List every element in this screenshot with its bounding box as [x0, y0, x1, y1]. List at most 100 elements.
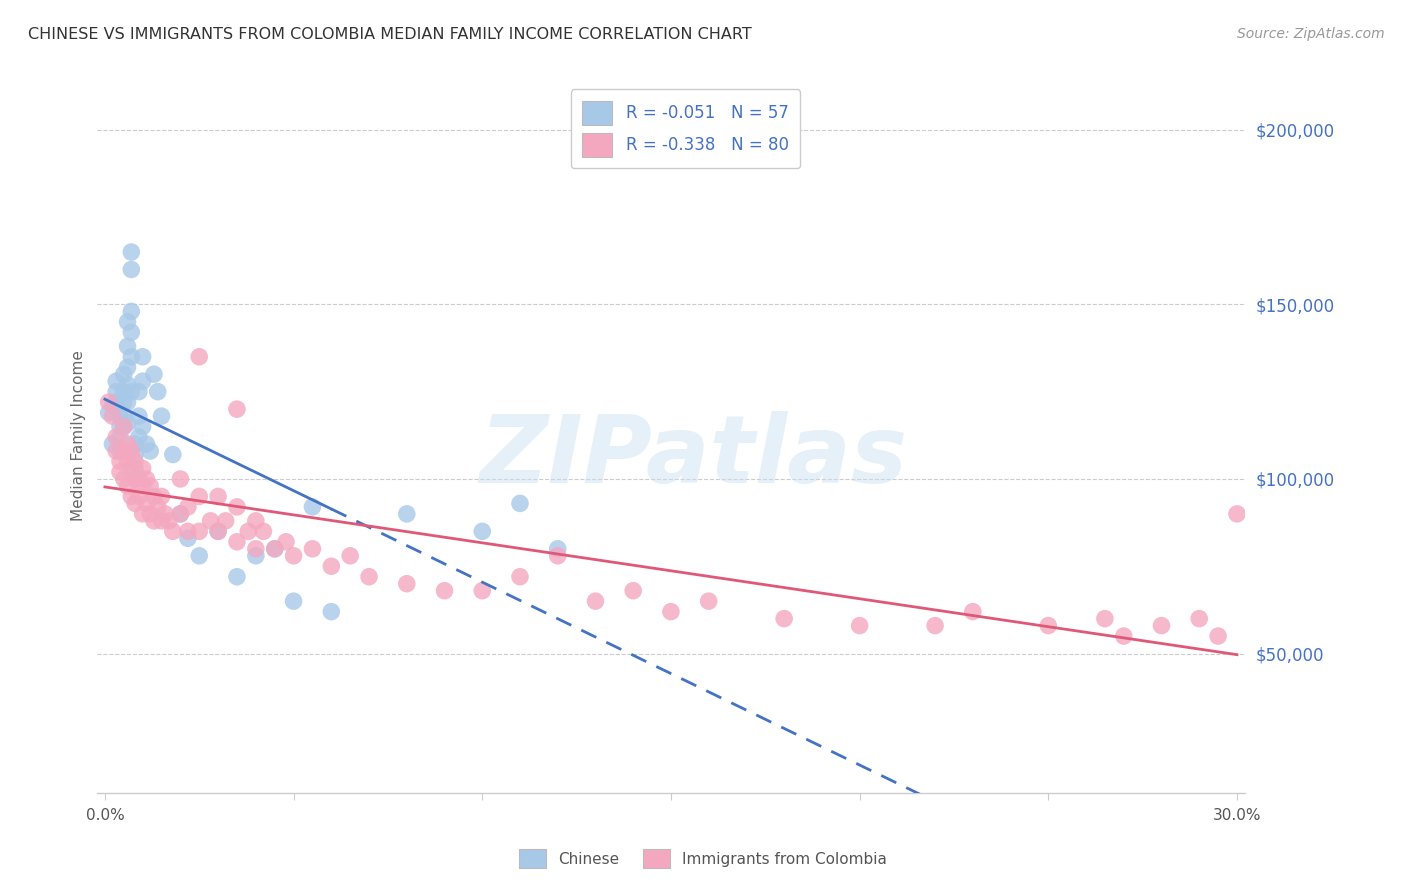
Point: [124, 454, 146, 468]
Point: [1094, 612, 1116, 626]
Point: [120, 444, 142, 458]
Point: [108, 465, 131, 479]
Point: [395, 507, 418, 521]
Point: [188, 549, 211, 563]
Point: [962, 605, 984, 619]
Point: [547, 541, 569, 556]
Point: [659, 605, 682, 619]
Point: [108, 444, 131, 458]
Point: [131, 350, 153, 364]
Point: [1188, 612, 1211, 626]
Point: [97, 395, 120, 409]
Point: [697, 594, 720, 608]
Point: [169, 472, 191, 486]
Point: [357, 570, 380, 584]
Point: [1150, 618, 1173, 632]
Point: [547, 549, 569, 563]
Point: [773, 612, 796, 626]
Point: [214, 514, 236, 528]
Point: [245, 549, 267, 563]
Point: [226, 402, 249, 417]
Point: [238, 524, 260, 539]
Point: [433, 583, 456, 598]
Point: [226, 500, 249, 514]
Point: [131, 479, 153, 493]
Point: [131, 419, 153, 434]
Point: [124, 472, 146, 486]
Point: [621, 583, 644, 598]
Point: [509, 496, 531, 510]
Point: [226, 534, 249, 549]
Point: [117, 416, 139, 430]
Point: [200, 514, 222, 528]
Point: [112, 384, 135, 399]
Point: [339, 549, 361, 563]
Point: [105, 395, 128, 409]
Point: [471, 583, 494, 598]
Point: [105, 430, 128, 444]
Point: [131, 507, 153, 521]
Point: [1206, 629, 1229, 643]
Point: [112, 409, 135, 423]
Point: [108, 409, 131, 423]
Point: [177, 524, 200, 539]
Point: [226, 570, 249, 584]
Point: [585, 594, 607, 608]
Point: [112, 419, 135, 434]
Point: [924, 618, 946, 632]
Point: [120, 304, 142, 318]
Point: [150, 514, 173, 528]
Point: [117, 479, 139, 493]
Point: [139, 507, 162, 521]
Point: [188, 350, 211, 364]
Point: [1112, 629, 1135, 643]
Point: [112, 472, 135, 486]
Point: [146, 500, 169, 514]
Point: [263, 541, 285, 556]
Point: [101, 399, 124, 413]
Point: [509, 570, 531, 584]
Point: [120, 384, 142, 399]
Point: [245, 541, 267, 556]
Point: [112, 368, 135, 382]
Point: [124, 437, 146, 451]
Point: [101, 409, 124, 423]
Point: [135, 472, 157, 486]
Point: [131, 461, 153, 475]
Point: [120, 262, 142, 277]
Point: [471, 524, 494, 539]
Point: [128, 430, 150, 444]
Point: [395, 576, 418, 591]
Point: [188, 524, 211, 539]
Point: [128, 490, 150, 504]
Point: [245, 514, 267, 528]
Point: [135, 496, 157, 510]
Point: [207, 524, 229, 539]
Legend: Chinese, Immigrants from Colombia: Chinese, Immigrants from Colombia: [512, 841, 894, 875]
Point: [117, 454, 139, 468]
Point: [108, 419, 131, 434]
Point: [117, 437, 139, 451]
Point: [177, 500, 200, 514]
Point: [1038, 618, 1060, 632]
Point: [124, 448, 146, 462]
Point: [188, 490, 211, 504]
Text: ZIPatlas: ZIPatlas: [479, 411, 908, 503]
Point: [117, 395, 139, 409]
Text: CHINESE VS IMMIGRANTS FROM COLOMBIA MEDIAN FAMILY INCOME CORRELATION CHART: CHINESE VS IMMIGRANTS FROM COLOMBIA MEDI…: [28, 27, 752, 42]
Point: [124, 461, 146, 475]
Point: [120, 245, 142, 260]
Point: [150, 409, 173, 423]
Point: [135, 437, 157, 451]
Point: [120, 326, 142, 340]
Point: [207, 524, 229, 539]
Point: [177, 531, 200, 545]
Point: [142, 490, 165, 504]
Point: [1226, 507, 1249, 521]
Point: [142, 368, 165, 382]
Point: [128, 472, 150, 486]
Point: [169, 507, 191, 521]
Point: [131, 374, 153, 388]
Point: [283, 549, 305, 563]
Point: [120, 350, 142, 364]
